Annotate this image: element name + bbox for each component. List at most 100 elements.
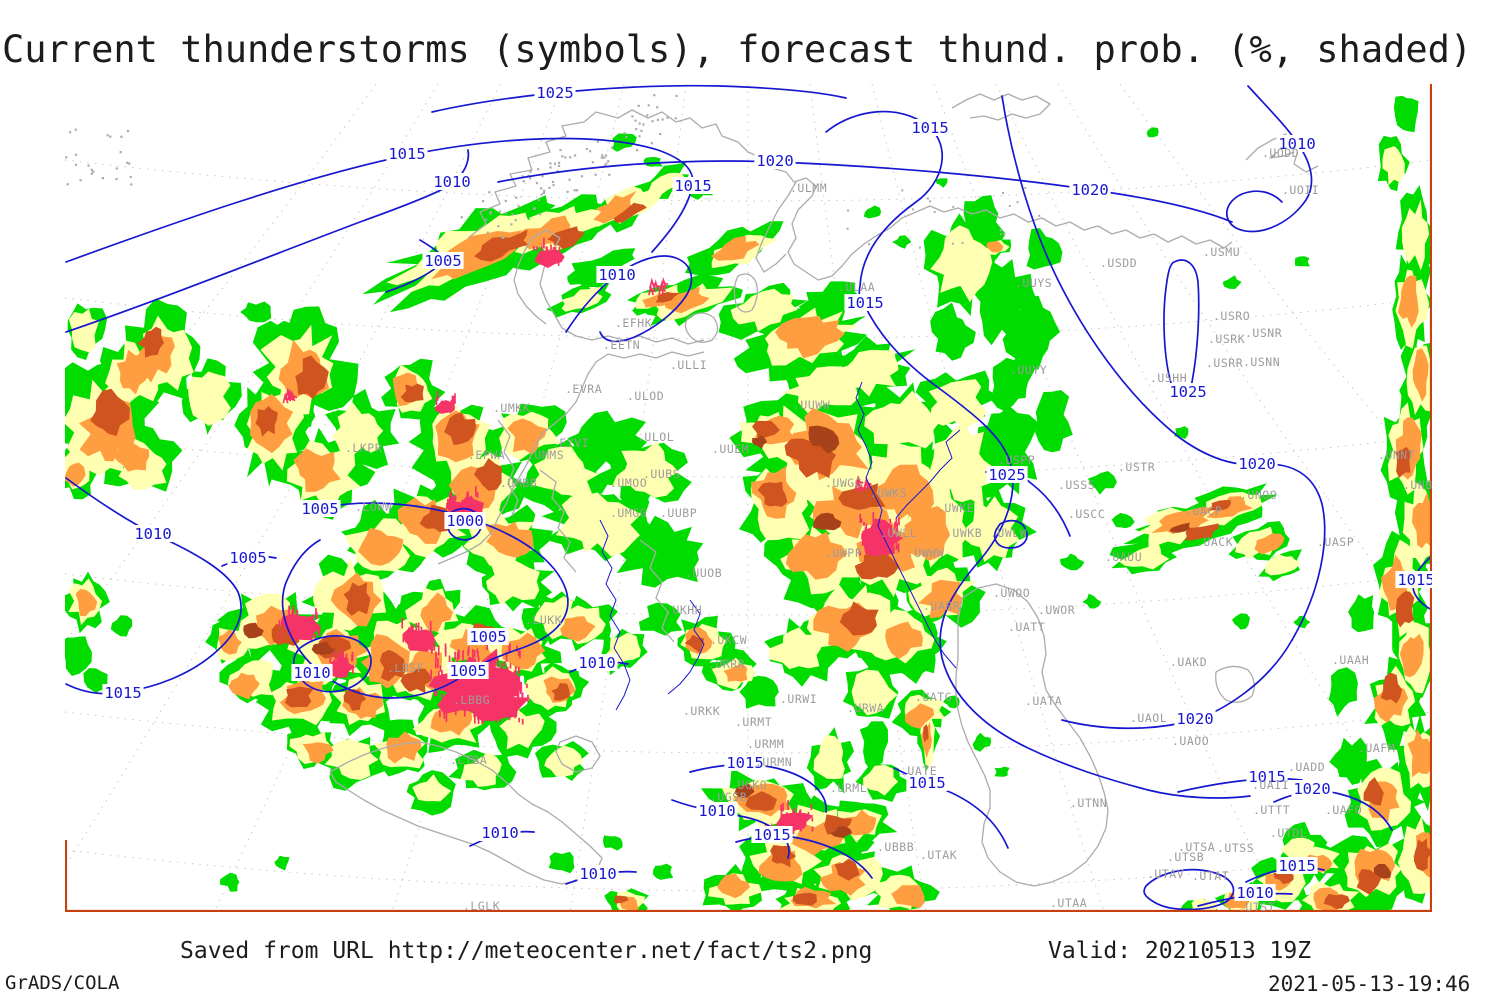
isobar-label-mask xyxy=(386,145,428,162)
station-label: .EYVI xyxy=(552,436,589,450)
terrain-speckle xyxy=(634,119,637,122)
station-label: .EFHK xyxy=(615,316,652,330)
prob-shading-blob xyxy=(1002,295,1061,371)
terrain-speckle xyxy=(504,199,507,203)
thunderstorm-clusters xyxy=(278,237,904,841)
prob-shading-blob xyxy=(560,616,596,642)
prob-shading-blob xyxy=(830,826,853,838)
isobar-label: 1010 xyxy=(579,865,616,883)
station-label: .EVRA xyxy=(565,382,602,396)
station-label: .UNNT xyxy=(1378,448,1415,462)
prob-shading-blob xyxy=(930,302,976,361)
terrain-speckle xyxy=(90,168,93,171)
prob-shading-blob xyxy=(851,669,898,716)
prob-shading-blob xyxy=(444,412,476,446)
prob-shading-blob xyxy=(730,288,798,332)
station-label: .UWOR xyxy=(1038,603,1075,617)
station-label: .UAUU xyxy=(1105,550,1142,564)
prob-shading-level-5 xyxy=(243,425,1391,879)
isobar-line xyxy=(1177,777,1303,793)
terrain-speckle xyxy=(846,227,849,230)
station-label: .USHH xyxy=(1150,371,1187,385)
prob-shading-blob xyxy=(864,390,940,449)
terrain-speckle xyxy=(101,177,105,180)
station-label: .EPWA xyxy=(468,448,505,462)
station-label: .UAII xyxy=(1252,778,1289,792)
thunderstorm-symbol-cluster xyxy=(533,237,565,268)
isobar-label: 1015 xyxy=(911,119,948,137)
prob-shading-blob xyxy=(284,686,314,708)
terrain-speckle xyxy=(529,170,532,173)
terrain-speckle xyxy=(65,156,68,159)
station-label: .UUOB xyxy=(685,566,722,580)
station-label: .UGKO xyxy=(730,778,767,792)
station-label: .UWLW xyxy=(990,526,1027,540)
prob-shading-blob xyxy=(739,675,779,709)
station-label: .UATE xyxy=(900,764,937,778)
terrain-speckle xyxy=(486,231,489,234)
station-label: .LKPR xyxy=(345,441,382,455)
prob-shading-blob xyxy=(68,308,100,353)
station-label: .UACP xyxy=(1185,504,1222,518)
station-label: .UUEM xyxy=(712,442,749,456)
isobar-label-mask xyxy=(431,173,473,190)
thunderstorm-symbol-cluster xyxy=(648,276,669,296)
terrain-speckle xyxy=(552,183,555,187)
station-label: .UAOL xyxy=(1130,711,1167,725)
prob-shading-blob xyxy=(792,892,817,906)
isobar-label: 1015 xyxy=(753,826,790,844)
prob-shading-blob xyxy=(110,615,133,637)
terrain-speckle xyxy=(556,170,559,173)
storm-glyph xyxy=(652,279,661,291)
storm-glyph xyxy=(659,280,668,292)
terrain-speckle xyxy=(92,170,95,173)
prob-shading-blob xyxy=(613,202,647,223)
prob-shading-blob xyxy=(593,191,637,224)
isobar-label-mask xyxy=(1069,181,1111,198)
storm-glyph xyxy=(287,389,296,401)
isobar-label: 1015 xyxy=(1278,857,1315,875)
isobar-label: 1025 xyxy=(988,466,1025,484)
terrain-speckle xyxy=(130,183,133,186)
isobar-label-mask xyxy=(1234,884,1276,901)
terrain-speckle xyxy=(549,162,552,165)
terrain-speckle xyxy=(510,223,513,226)
isobar-label-mask xyxy=(422,252,464,269)
isobar-label: 1015 xyxy=(726,754,763,772)
coastline xyxy=(955,583,1109,887)
prob-shading-blob xyxy=(343,582,371,616)
terrain-speckle xyxy=(637,104,640,107)
terrain-speckle xyxy=(653,94,656,97)
terrain-speckle xyxy=(74,163,78,166)
isobar-label: 1005 xyxy=(469,628,506,646)
terrain-speckle xyxy=(952,205,955,208)
terrain-speckle xyxy=(521,175,524,178)
terrain-speckle xyxy=(661,118,664,121)
terrain-speckle xyxy=(549,166,552,169)
prob-shading-blob xyxy=(220,872,240,892)
terrain-speckle xyxy=(120,135,123,138)
isobar-label-mask xyxy=(986,466,1028,483)
terrain-speckle xyxy=(1008,204,1011,207)
isobar-label: 1005 xyxy=(301,500,338,518)
station-label: .LBSF xyxy=(387,661,424,675)
terrain-speckle xyxy=(568,178,571,181)
station-label: .UTAA xyxy=(1050,896,1087,910)
isobar-label-mask xyxy=(596,266,638,283)
isobar-label-mask xyxy=(467,628,509,645)
prob-shading-blob xyxy=(1407,728,1432,778)
terrain-speckle xyxy=(580,175,584,178)
station-label: .ULMM xyxy=(790,181,827,195)
terrain-speckle xyxy=(90,172,93,175)
prob-shading-blob xyxy=(838,483,886,510)
isobar-label: 1010 xyxy=(134,525,171,543)
prob-shading-blob xyxy=(863,764,899,796)
station-label: .URMN xyxy=(755,755,792,769)
station-label: .URMT xyxy=(735,715,772,729)
prob-shading-blob xyxy=(228,672,260,700)
station-label: .UASP xyxy=(1317,535,1354,549)
station-label: .UKCW xyxy=(710,633,747,647)
isobar-label-mask xyxy=(447,662,489,679)
station-label: .URRR xyxy=(708,657,745,671)
